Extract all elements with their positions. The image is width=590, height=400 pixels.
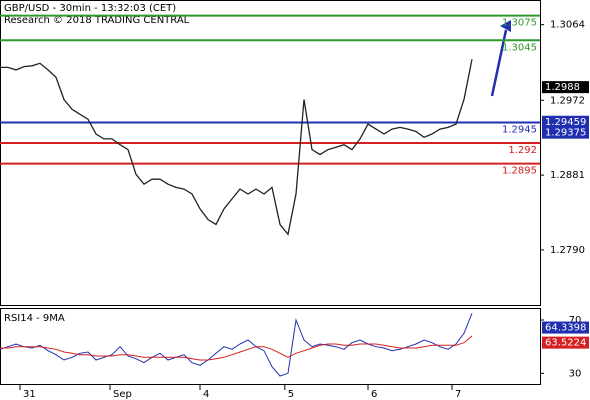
y-tick-label: 1.2972 xyxy=(550,95,585,106)
price-line xyxy=(0,59,473,236)
y-tick-label: 1.3064 xyxy=(550,20,585,31)
value-box xyxy=(542,126,589,139)
y-tick-label: 70 xyxy=(569,315,582,326)
value-box xyxy=(542,81,589,94)
x-tick-label: 4 xyxy=(203,389,209,400)
price-panel xyxy=(0,0,541,306)
y-tick-label: 30 xyxy=(569,368,582,379)
rsi-line xyxy=(0,335,473,361)
level-label: 1.2945 xyxy=(502,124,537,135)
x-tick-label: 6 xyxy=(371,389,377,400)
rsi-panel xyxy=(0,308,541,385)
value-box-label: 63.5224 xyxy=(545,338,586,349)
y-tick-label: 1.2881 xyxy=(550,170,585,181)
x-tick-label: Sep xyxy=(113,389,132,400)
level-label: 1.292 xyxy=(508,145,537,156)
level-label: 1.3045 xyxy=(502,42,537,53)
x-tick-label: 5 xyxy=(288,389,294,400)
level-label: 1.3075 xyxy=(502,18,537,29)
chart-title: GBP/USD - 30min - 13:32:03 (CET) xyxy=(4,3,176,14)
value-box xyxy=(542,336,589,349)
x-tick-label: 31 xyxy=(23,389,36,400)
chart-subtitle: Research © 2018 TRADING CENTRAL xyxy=(4,15,190,26)
value-box xyxy=(542,321,589,334)
value-box-label: 1.29375 xyxy=(545,128,586,139)
level-label: 1.2895 xyxy=(502,166,537,177)
value-box xyxy=(542,115,589,128)
x-tick-label: 7 xyxy=(455,389,461,400)
value-box-label: 1.2988 xyxy=(545,82,580,93)
value-box-label: 1.29459 xyxy=(545,117,586,128)
y-tick-label: 1.2790 xyxy=(550,245,585,256)
arrow-head xyxy=(500,20,511,32)
rsi-title: RSI14 - 9MA xyxy=(4,313,65,324)
rsi-line xyxy=(0,313,473,377)
value-box-label: 64.3398 xyxy=(545,323,586,334)
